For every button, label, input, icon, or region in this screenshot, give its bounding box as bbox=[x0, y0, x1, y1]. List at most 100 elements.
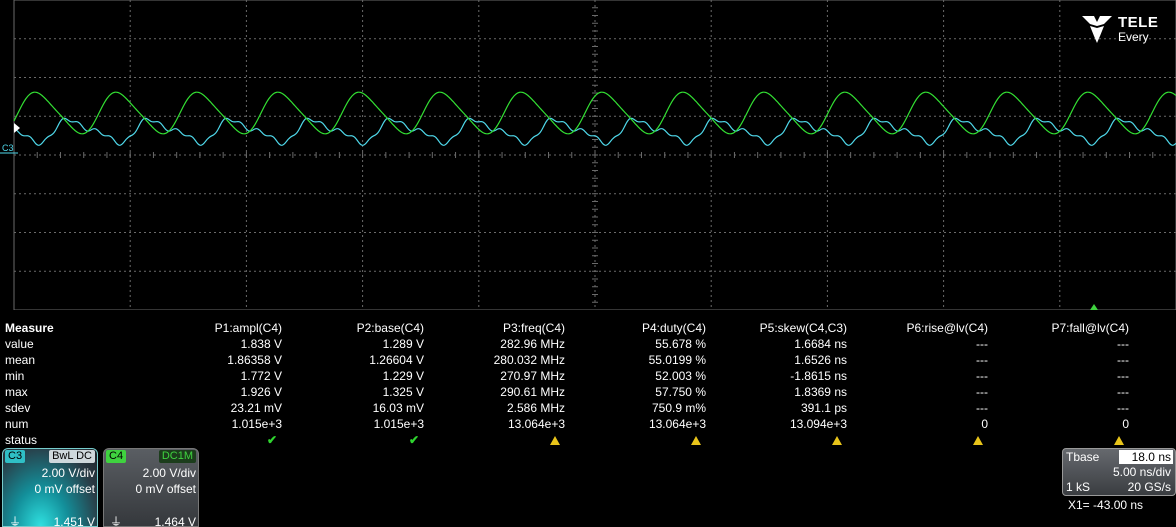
measure-cell: 1.26604 V bbox=[369, 353, 424, 367]
measure-cell: --- bbox=[1117, 353, 1129, 367]
trigger-marker-icon bbox=[1090, 304, 1098, 310]
channel-c3-tag: C3 bbox=[5, 450, 26, 463]
measure-cell: 0 bbox=[1122, 417, 1129, 431]
measure-cell: 2.586 MHz bbox=[506, 401, 565, 415]
measure-cell: 13.064e+3 bbox=[648, 417, 706, 431]
measure-cell: 55.678 % bbox=[655, 337, 706, 351]
c4-trace bbox=[13, 91, 1176, 135]
status-check-icon: ✔ bbox=[266, 433, 277, 447]
measure-column-header: P2:base(C4) bbox=[356, 321, 424, 335]
measure-row-label: sdev bbox=[5, 401, 31, 415]
waveform-display[interactable]: C3 TELE Every bbox=[0, 0, 1176, 310]
measure-row-mean: mean 1.86358 V 1.26604 V 280.032 MHz 55.0199… bbox=[0, 352, 1176, 368]
teledyne-logo: TELE Every bbox=[1080, 14, 1176, 48]
measure-column-header: P3:freq(C4) bbox=[502, 321, 565, 335]
measure-cell: 57.750 % bbox=[655, 385, 706, 399]
measure-cell: 16.03 mV bbox=[372, 401, 424, 415]
measure-cell: 0 bbox=[981, 417, 988, 431]
measure-cell: --- bbox=[1117, 337, 1129, 351]
measure-cell: --- bbox=[1117, 385, 1129, 399]
timebase-descriptor[interactable]: Tbase 18.0 ns 5.00 ns/div 1 kS 20 GS/s bbox=[1062, 448, 1176, 496]
logo-tagline: Every bbox=[1118, 30, 1149, 44]
measure-cell: --- bbox=[1117, 401, 1129, 415]
measure-column-header: P4:duty(C4) bbox=[641, 321, 706, 335]
timebase-label: Tbase bbox=[1066, 450, 1100, 464]
c3-ground-marker-icon: C3 bbox=[2, 143, 14, 153]
probe-icon: ⏚ bbox=[9, 515, 22, 527]
waveform-grid: C3 bbox=[0, 0, 1176, 310]
channel-c3-descriptor[interactable]: C3 BwL DC 2.00 V/div 0 mV offset ⏚ 1.451… bbox=[2, 448, 98, 527]
measure-cell: 1.838 V bbox=[240, 337, 282, 351]
measure-cell: 1.926 V bbox=[240, 385, 282, 399]
measure-cell: 282.96 MHz bbox=[500, 337, 565, 351]
channel-c4-offset: 0 mV offset bbox=[135, 482, 196, 496]
timebase-rate: 20 GS/s bbox=[1127, 480, 1171, 494]
logo-brand: TELE bbox=[1118, 14, 1159, 31]
measure-cell: 1.325 V bbox=[382, 385, 424, 399]
measure-cell: 1.289 V bbox=[382, 337, 424, 351]
measure-row-label: value bbox=[5, 337, 34, 351]
status-warning-icon bbox=[556, 432, 706, 448]
measure-row-label: status bbox=[5, 433, 38, 447]
channel-c4-descriptor[interactable]: C4 DC1M 2.00 V/div 0 mV offset ⏚ 1.464 V bbox=[103, 448, 199, 527]
probe-icon: ⏚ bbox=[110, 515, 123, 527]
measure-cell: 1.772 V bbox=[240, 369, 282, 383]
measure-row-value: value 1.838 V 1.289 V 282.96 MHz 55.678 % 1.6… bbox=[0, 336, 1176, 352]
measure-cell: 52.003 % bbox=[655, 369, 706, 383]
channel-c3-coupling: BwL DC bbox=[49, 450, 95, 463]
status-warning-icon bbox=[838, 432, 988, 448]
measure-column-header: P5:skew(C4,C3) bbox=[759, 321, 847, 335]
measure-cell: 23.21 mV bbox=[230, 401, 282, 415]
measure-row-min: min 1.772 V 1.229 V 270.97 MHz 52.003 % -1.86… bbox=[0, 368, 1176, 384]
measure-cell: 55.0199 % bbox=[648, 353, 706, 367]
measure-title: Measure bbox=[5, 321, 54, 335]
timebase-delay: 18.0 ns bbox=[1119, 450, 1173, 464]
measure-column-header: P6:rise@lv(C4) bbox=[906, 321, 988, 335]
measure-row-max: max 1.926 V 1.325 V 290.61 MHz 57.750 % 1.836… bbox=[0, 384, 1176, 400]
measure-cell: 13.094e+3 bbox=[789, 417, 847, 431]
measure-cell: --- bbox=[976, 337, 988, 351]
measure-cell: -1.8615 ns bbox=[790, 369, 847, 383]
timebase-samples: 1 kS bbox=[1066, 480, 1091, 494]
measure-row-num: num 1.015e+3 1.015e+3 13.064e+3 13.064e+3 13.… bbox=[0, 416, 1176, 432]
measure-cell: 1.8369 ns bbox=[794, 385, 847, 399]
measure-row-label: mean bbox=[5, 353, 36, 367]
status-warning-icon bbox=[415, 432, 565, 448]
status-check-icon: ✔ bbox=[408, 433, 419, 447]
measure-cell: 1.015e+3 bbox=[373, 417, 424, 431]
measure-cell: 1.015e+3 bbox=[231, 417, 282, 431]
measure-cell: 270.97 MHz bbox=[500, 369, 565, 383]
c3-trace bbox=[13, 117, 1176, 146]
measure-table: Measure P1:ampl(C4) P2:base(C4) P3:freq(C4)… bbox=[0, 320, 1176, 448]
c4-ground-marker-icon bbox=[14, 123, 20, 133]
measure-row-sdev: sdev 23.21 mV 16.03 mV 2.586 MHz 750.9 m% 391… bbox=[0, 400, 1176, 416]
measure-cell: 1.6526 ns bbox=[794, 353, 847, 367]
measure-cell: 750.9 m% bbox=[651, 401, 706, 415]
measure-cell: 280.032 MHz bbox=[493, 353, 565, 367]
measure-cell: 1.229 V bbox=[382, 369, 424, 383]
measure-column-header: P7:fall@lv(C4) bbox=[1051, 321, 1129, 335]
status-warning-icon bbox=[979, 432, 1129, 448]
measure-row-label: min bbox=[5, 369, 25, 383]
measure-header-row: Measure P1:ampl(C4) P2:base(C4) P3:freq(C4)… bbox=[0, 320, 1176, 336]
measure-cell: --- bbox=[976, 353, 988, 367]
measure-cell: --- bbox=[1117, 369, 1129, 383]
measure-row-status: status ✔ ✔ bbox=[0, 432, 1176, 448]
channel-c4-reading: 1.464 V bbox=[154, 515, 196, 527]
measure-column-header: P1:ampl(C4) bbox=[214, 321, 282, 335]
cursor-x1-readout: X1= -43.00 ns bbox=[1068, 498, 1144, 512]
measure-cell: --- bbox=[976, 369, 988, 383]
measure-row-label: num bbox=[5, 417, 29, 431]
measure-cell: 1.86358 V bbox=[227, 353, 282, 367]
measure-cell: 290.61 MHz bbox=[500, 385, 565, 399]
channel-c4-tag: C4 bbox=[106, 450, 127, 463]
timebase-tdiv: 5.00 ns/div bbox=[1112, 465, 1171, 479]
channel-c3-offset: 0 mV offset bbox=[34, 482, 95, 496]
logo-mark-icon bbox=[1082, 16, 1112, 43]
measure-cell: --- bbox=[976, 401, 988, 415]
channel-c3-reading: 1.451 V bbox=[53, 515, 95, 527]
measure-cell: 1.6684 ns bbox=[794, 337, 847, 351]
measure-row-label: max bbox=[5, 385, 28, 399]
channel-c4-vdiv: 2.00 V/div bbox=[142, 466, 196, 480]
measure-cell: --- bbox=[976, 385, 988, 399]
